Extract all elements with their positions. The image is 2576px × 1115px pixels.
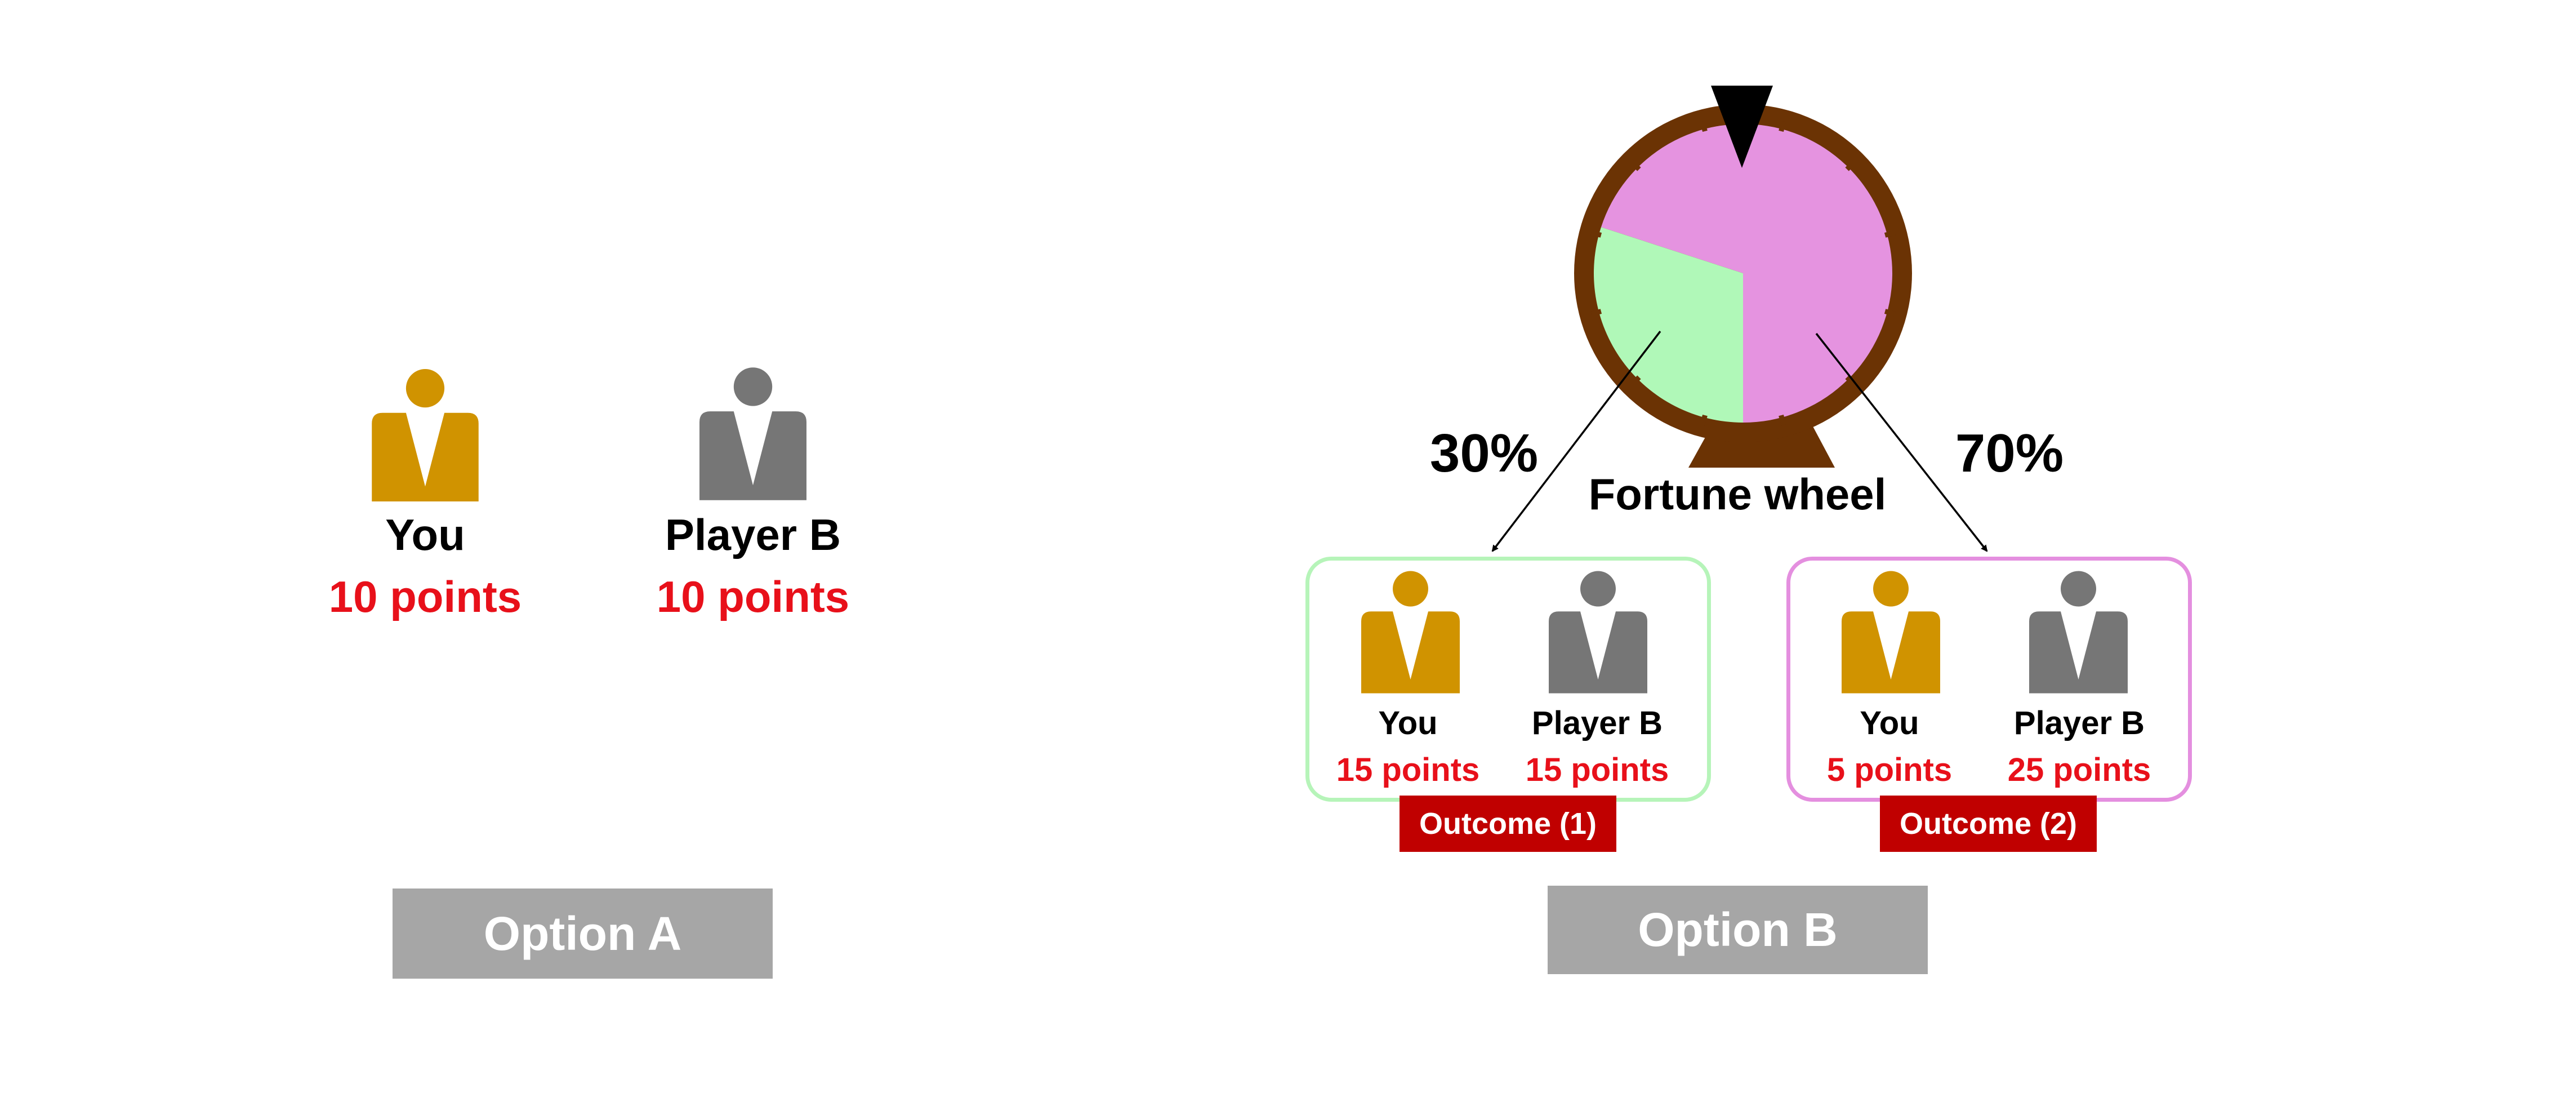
wheel-peg (1884, 309, 1896, 317)
wheel-peg (1700, 121, 1708, 132)
outcome-1-tag: Outcome (1) (1400, 796, 1616, 852)
outcome-1-player-b-name: Player B (1531, 705, 1663, 741)
you-name: You (385, 510, 465, 559)
outcome-1-player-b-icon (1549, 571, 1647, 694)
probability-right: 70% (1955, 423, 2064, 483)
outcome-2-you-icon (1842, 571, 1940, 694)
wheel-slice-green (1593, 227, 1743, 423)
fortune-wheel-label: Fortune wheel (1588, 469, 1887, 519)
you-person-icon (372, 369, 479, 501)
outcome-2-player-b-icon (2029, 571, 2128, 694)
option-b-button[interactable]: Option B (1548, 886, 1928, 974)
outcome-2-player-b-points: 25 points (2007, 752, 2151, 788)
wheel-peg (1845, 160, 1856, 171)
outcome-1-you-icon (1361, 571, 1460, 694)
player-b-name: Player B (665, 510, 841, 559)
option-a-button[interactable]: Option A (393, 889, 773, 979)
outcome-2-you-name: You (1860, 705, 1919, 741)
fortune-wheel (1574, 86, 1912, 468)
player-b-points: 10 points (656, 572, 850, 621)
outcome-2-you-points: 5 points (1826, 752, 1953, 788)
wheel-peg (1700, 414, 1708, 426)
wheel-pointer-icon (1711, 86, 1773, 168)
wheel-peg (1779, 121, 1786, 132)
wheel-peg (1779, 414, 1786, 426)
player-b-person-icon (699, 367, 806, 500)
outcome-2-tag: Outcome (2) (1880, 796, 2097, 852)
outcome-1-you-points: 15 points (1336, 752, 1480, 788)
outcome-2-player-b-name: Player B (2013, 705, 2145, 741)
wheel-peg (1884, 230, 1896, 238)
outcome-1-you-name: You (1378, 705, 1438, 741)
wheel-peg (1630, 160, 1641, 171)
you-points: 10 points (328, 572, 522, 621)
wheel-peg (1590, 230, 1602, 238)
outcome-1-player-b-points: 15 points (1525, 752, 1669, 788)
probability-left: 30% (1429, 423, 1539, 483)
wheel-peg (1590, 309, 1602, 317)
